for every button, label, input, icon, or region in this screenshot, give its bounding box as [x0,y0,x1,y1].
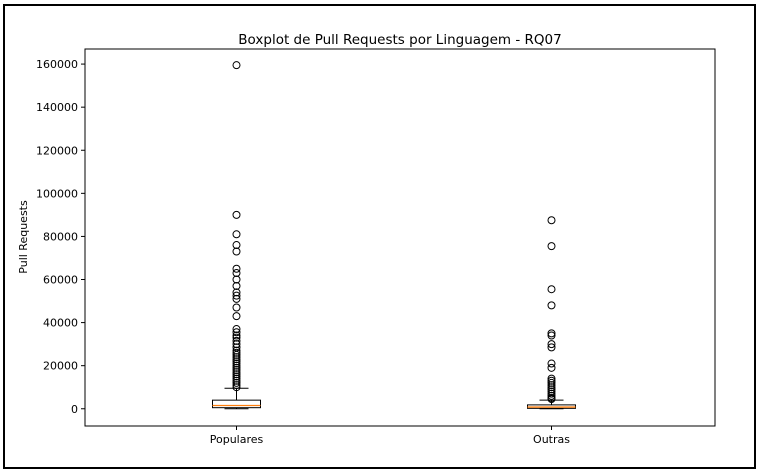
y-axis-label: Pull Requests [17,200,30,274]
outlier-point [232,294,241,303]
plot-area [84,48,716,427]
outlier-point [547,383,556,392]
outlier-point [232,325,241,334]
outlier-point [547,301,556,310]
y-tick-label: 40000 [43,317,78,330]
outlier-point [232,355,241,364]
outlier-point [232,336,241,345]
outlier-point [232,374,241,383]
outlier-point [232,61,241,70]
y-tick-label: 160000 [36,58,78,71]
outlier-point [232,363,241,372]
outlier-point [232,269,241,278]
x-axis: Populares Outras [210,426,570,446]
outlier-point [547,385,556,394]
outlier-point [232,383,241,392]
outlier-point [232,350,241,359]
outlier-point [547,389,556,398]
y-tick-label: 100000 [36,187,78,200]
outlier-point [232,247,241,256]
outlier-point [232,291,241,300]
outlier-point [547,387,556,396]
y-tick-label: 140000 [36,101,78,114]
outlier-point [232,346,241,355]
outlier-point [232,333,241,342]
outlier-point [547,374,556,383]
outlier-point [232,241,241,250]
outlier-point [232,230,241,239]
outlier-point [547,331,556,340]
y-tick-label: 120000 [36,144,78,157]
outlier-point [232,288,241,297]
outlier-point [232,372,241,381]
outlier-point [232,359,241,368]
x-tick-label: Outras [533,433,570,446]
outlier-point [547,363,556,372]
outlier-point [547,378,556,387]
chart-title: Boxplot de Pull Requests por Linguagem -… [238,32,561,48]
outlier-point [232,376,241,385]
y-tick-label: 20000 [43,360,78,373]
outlier-point [547,359,556,368]
outlier-point [232,357,241,366]
outlier-point [547,343,556,352]
outlier-point [232,281,241,290]
iqr-box [212,399,261,409]
outlier-point [232,312,241,321]
y-tick-label: 60000 [43,274,78,287]
outlier-point [547,242,556,251]
outlier-point [547,216,556,225]
outlier-point [232,361,241,370]
outlier-point [232,328,241,337]
x-tick-label: Populares [210,433,264,446]
outlier-point [232,381,241,390]
outlier-point [232,370,241,379]
outlier-point [547,285,556,294]
outlier-point [547,340,556,349]
box-populares [212,61,261,410]
y-tick-label: 80000 [43,230,78,243]
outlier-point [232,275,241,284]
outlier-point [547,376,556,385]
outlier-point [232,264,241,273]
outlier-point [232,331,241,340]
boxes [212,61,576,410]
outlier-point [232,378,241,387]
outlier-point [232,210,241,219]
outlier-point [232,348,241,357]
outlier-point [232,303,241,312]
outlier-point [232,365,241,374]
y-axis: 0 20000 40000 60000 80000 100000 120000 140000 1… [36,58,85,416]
outlier-point [547,329,556,338]
outlier-point [232,368,241,377]
outlier-point [547,391,556,400]
outlier-point [547,395,556,404]
outlier-point [232,340,241,349]
outlier-point [547,381,556,390]
outlier-point [232,343,241,352]
outlier-point [232,353,241,362]
box-outras [527,216,576,410]
y-tick-label: 0 [71,403,78,416]
